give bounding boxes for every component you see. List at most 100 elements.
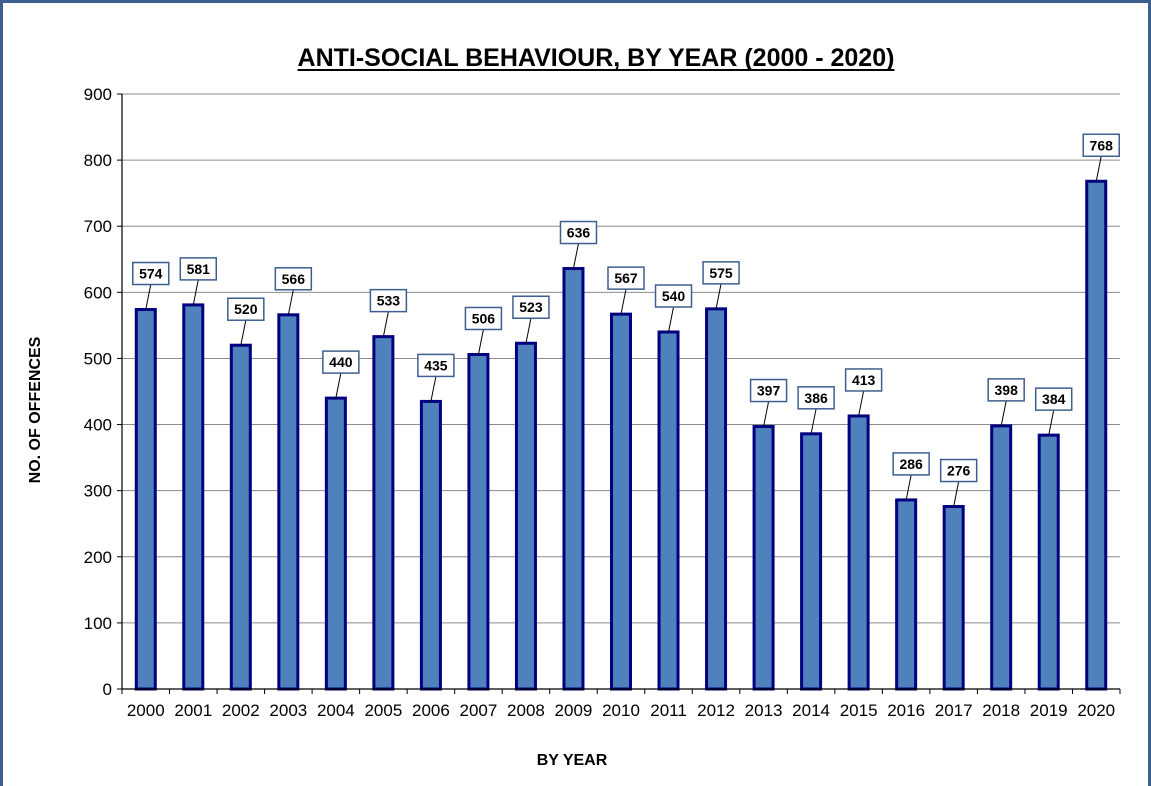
axes xyxy=(121,94,1120,690)
bar-2015 xyxy=(847,414,870,691)
data-label-leader xyxy=(620,289,627,315)
x-tick-label: 2015 xyxy=(840,701,878,720)
y-tick-label: 200 xyxy=(84,548,112,567)
x-tick-label: 2014 xyxy=(792,701,830,720)
x-axis-title: BY YEAR xyxy=(537,752,608,769)
y-tick-label: 600 xyxy=(84,283,112,302)
data-label: 520 xyxy=(234,301,258,317)
data-label-box xyxy=(322,350,360,374)
data-label: 523 xyxy=(519,299,543,315)
bar-2003 xyxy=(277,313,300,691)
x-tick-label: 2006 xyxy=(412,701,450,720)
data-label: 276 xyxy=(947,463,971,479)
data-label: 386 xyxy=(804,390,828,406)
data-label-box xyxy=(987,378,1025,402)
bar-2014 xyxy=(800,432,823,691)
bar-2002 xyxy=(229,343,252,691)
x-tick-label: 2005 xyxy=(364,701,402,720)
x-tick-label: 2000 xyxy=(127,701,165,720)
data-label-box xyxy=(132,261,170,286)
data-label-leader xyxy=(240,320,247,346)
data-label: 286 xyxy=(899,456,923,472)
y-tick-label: 800 xyxy=(84,151,112,170)
x-tick-label: 2018 xyxy=(982,701,1020,720)
data-label-leader xyxy=(287,289,294,315)
data-label-leader xyxy=(335,373,342,399)
bar-2020 xyxy=(1085,179,1108,691)
bar-2004 xyxy=(324,396,347,691)
data-label: 413 xyxy=(852,372,876,388)
bar-2013 xyxy=(752,425,775,691)
data-label-leader xyxy=(668,306,675,333)
data-label-box xyxy=(512,295,550,319)
data-label-leader xyxy=(430,376,437,402)
bar-2001 xyxy=(182,303,205,691)
data-label: 768 xyxy=(1090,137,1114,153)
data-label: 540 xyxy=(662,288,686,304)
data-label-leader xyxy=(1048,410,1055,436)
data-label-leader xyxy=(763,401,770,427)
data-label-box xyxy=(274,267,313,291)
bar-2006 xyxy=(419,399,442,691)
y-axis-title: NO. OF OFFENCES xyxy=(27,336,44,483)
chart-title: ANTI-SOCIAL BEHAVIOUR, BY YEAR (2000 - 2… xyxy=(298,44,895,72)
data-label-leader xyxy=(572,243,579,269)
x-tick-label: 2010 xyxy=(602,701,640,720)
y-axis-ticks: 0 100 200 300 400 500 600 700 800 900 xyxy=(84,85,122,699)
data-label-leader xyxy=(953,481,960,507)
y-tick-label: 900 xyxy=(84,85,112,104)
x-tick-label: 2004 xyxy=(317,701,355,720)
y-tick-label: 100 xyxy=(84,614,112,633)
data-label: 575 xyxy=(709,265,733,281)
x-tick-label: 2019 xyxy=(1030,701,1068,720)
data-label: 384 xyxy=(1042,391,1066,407)
data-label-leader xyxy=(905,474,912,501)
data-label-box xyxy=(417,353,455,378)
bar-2009 xyxy=(562,267,585,691)
data-label-box xyxy=(464,306,503,331)
data-label-box xyxy=(749,378,788,403)
data-label-box xyxy=(607,266,645,290)
bar-2016 xyxy=(895,498,918,691)
x-tick-label: 2017 xyxy=(935,701,973,720)
x-tick-label: 2009 xyxy=(555,701,593,720)
data-label: 574 xyxy=(139,266,163,282)
data-label-leader xyxy=(715,283,722,309)
x-tick-label: 2002 xyxy=(222,701,260,720)
x-tick-label: 2007 xyxy=(460,701,498,720)
data-label: 397 xyxy=(757,383,781,399)
data-label-box xyxy=(844,368,883,392)
data-label-leader xyxy=(1095,156,1102,182)
x-axis-ticks: 2000 2001 2002 2003 2004 2005 2006 2007 2008 2009… xyxy=(121,689,1121,720)
data-label: 533 xyxy=(377,293,401,309)
bar-2008 xyxy=(514,341,537,691)
data-label-box xyxy=(559,220,598,245)
x-tick-label: 2012 xyxy=(697,701,735,720)
data-label-box xyxy=(227,297,265,321)
bars xyxy=(134,179,1108,691)
bar-2019 xyxy=(1037,433,1060,691)
x-tick-label: 2020 xyxy=(1077,701,1115,720)
data-label: 506 xyxy=(472,310,496,326)
data-labels: 574 581 520 566 440 533 435 506 523 636 567 540 575 3… xyxy=(132,133,1120,507)
data-label-leader xyxy=(525,318,532,344)
data-label: 398 xyxy=(995,382,1019,398)
x-tick-label: 2003 xyxy=(269,701,307,720)
data-label-leader xyxy=(858,390,865,417)
data-label-box xyxy=(1034,387,1073,411)
bar-2010 xyxy=(610,312,632,691)
data-label-box xyxy=(179,257,218,281)
data-label: 566 xyxy=(282,271,306,287)
data-label-leader xyxy=(192,279,199,305)
bar-2012 xyxy=(705,307,728,691)
data-label-leader xyxy=(810,408,817,434)
y-tick-label: 400 xyxy=(84,416,112,435)
data-label-box xyxy=(654,284,693,308)
data-label: 636 xyxy=(567,225,591,241)
data-label-box xyxy=(702,261,740,285)
bar-2017 xyxy=(942,505,965,691)
data-label-leader xyxy=(145,284,152,310)
data-label-leader xyxy=(382,311,389,337)
bar-2018 xyxy=(990,424,1013,691)
